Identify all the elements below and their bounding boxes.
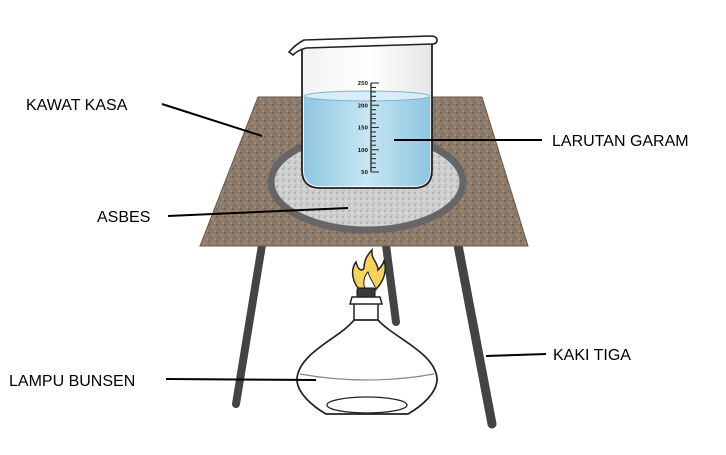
asbes-pointer: [167, 207, 349, 217]
beaker: 250 200 150 100 50: [287, 35, 438, 189]
scale-label: 50: [361, 170, 368, 176]
tripod-leg-left: [232, 241, 266, 408]
scale-label: 150: [358, 126, 369, 132]
salt-solution: [304, 96, 430, 186]
scale-label: 250: [358, 81, 369, 87]
tripod-leg-right: [453, 240, 497, 429]
bunsen-lamp: [296, 247, 438, 415]
label-asbes: ASBES: [97, 209, 150, 226]
label-lampu-bunsen: LAMPU BUNSEN: [9, 373, 135, 390]
tripod-leg-back: [382, 241, 400, 326]
scale-label: 100: [358, 148, 369, 154]
label-larutan-garam: LARUTAN GARAM: [552, 133, 689, 150]
flame-icon: [351, 247, 386, 293]
beaker-scale: 250 200 150 100 50: [358, 81, 379, 176]
kaki-tiga-pointer: [485, 353, 547, 357]
scale-label: 200: [358, 103, 369, 109]
lampu-bunsen-pointer: [165, 378, 317, 381]
label-kawat-kasa: KAWAT KASA: [26, 97, 128, 114]
kawat-kasa-pointer: [161, 103, 263, 137]
label-kaki-tiga: KAKI TIGA: [553, 347, 631, 364]
